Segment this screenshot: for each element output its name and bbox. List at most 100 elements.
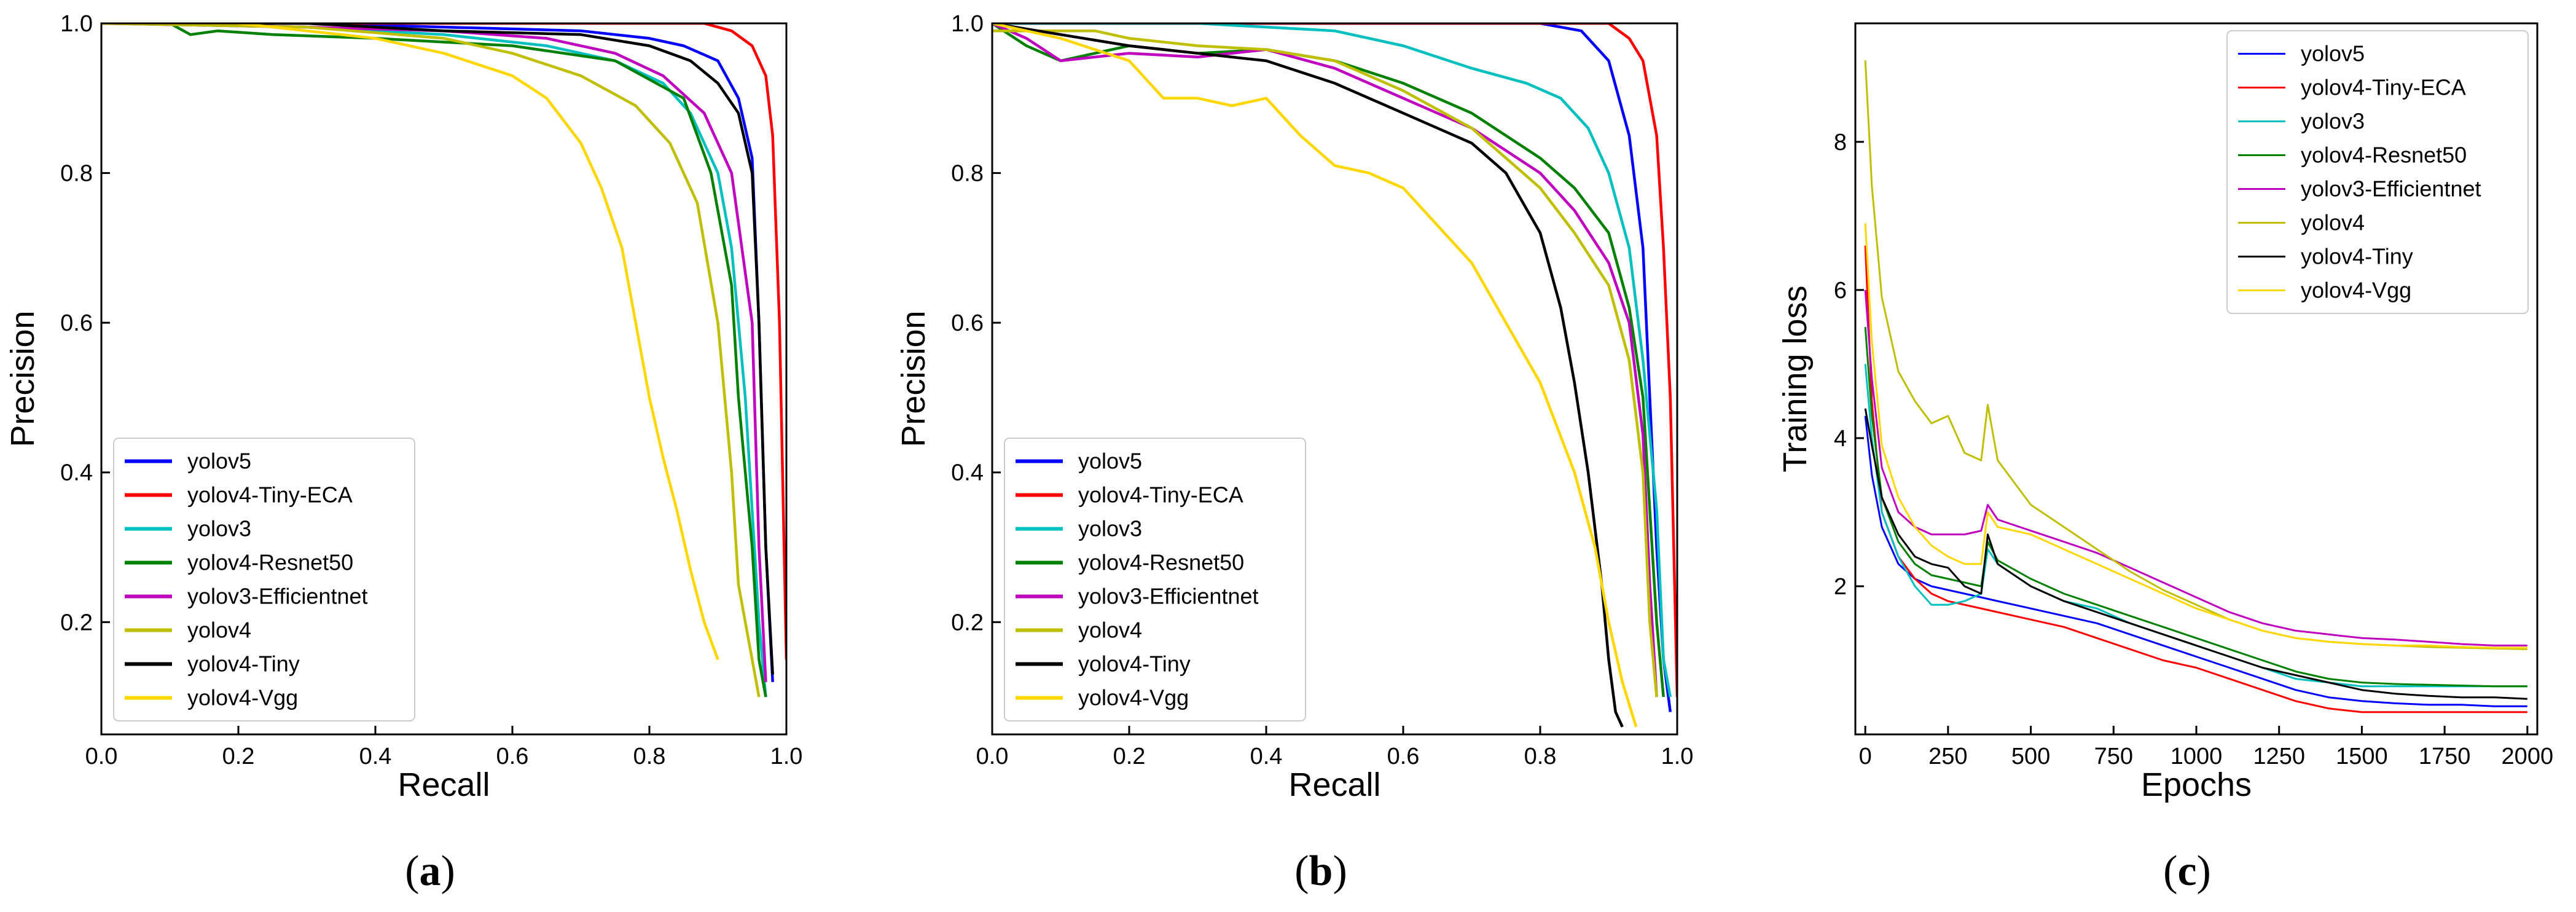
x-tick-label: 0.4: [359, 744, 392, 769]
x-tick-label: 0.6: [1387, 744, 1420, 769]
legend: yolov5 yolov4-Tiny-ECA yolov3 yolov4-Resnet…: [113, 438, 415, 721]
plot-frame: [100, 22, 788, 736]
legend-label-yolov4-Tiny-ECA: yolov4-Tiny-ECA: [187, 482, 353, 508]
series-line-yolov3: [992, 23, 1672, 698]
legend-box: [113, 438, 415, 721]
legend-label-yolov4-Tiny: yolov4-Tiny: [2301, 244, 2413, 269]
x-axis-label: Recall: [397, 766, 490, 803]
legend-label-yolov4: yolov4: [2301, 210, 2365, 235]
legend-label-yolov3: yolov3: [2301, 109, 2365, 134]
series-line-yolov4-Tiny-ECA: [992, 23, 1677, 698]
series-line-yolov4-Tiny: [992, 23, 1624, 728]
legend-label-yolov4-Tiny: yolov4-Tiny: [187, 651, 300, 677]
legend-label-yolov4-Resnet50: yolov4-Resnet50: [187, 550, 353, 575]
legend-label-yolov5: yolov5: [187, 449, 251, 474]
series-line-yolov3-Efficientnet: [992, 23, 1658, 698]
x-tick-label: 1.0: [770, 744, 803, 769]
legend-label-yolov4: yolov4: [187, 618, 251, 643]
x-tick-label: 250: [1928, 744, 1967, 769]
x-tick-label: 0.2: [222, 744, 255, 769]
x-tick-label: 2000: [2502, 744, 2554, 769]
legend-label-yolov4-Vgg: yolov4-Vgg: [1078, 685, 1189, 710]
legend: yolov5 yolov4-Tiny-ECA yolov3 yolov4-Resnet…: [2226, 30, 2529, 314]
panel-label: (b): [1294, 847, 1347, 895]
series-line-yolov4: [101, 23, 761, 698]
x-tick-label: 1000: [2171, 744, 2223, 769]
y-tick-label: 4: [1834, 426, 1847, 452]
series-line-yolov4-Tiny-ECA: [101, 23, 786, 660]
y-tick-label: 1.0: [60, 11, 93, 37]
series-line-yolov5: [1864, 415, 2527, 707]
legend-label-yolov4-Resnet50: yolov4-Resnet50: [1078, 550, 1244, 575]
series-line-yolov4-Vgg: [101, 23, 719, 660]
series-group: [992, 23, 1677, 728]
y-tick-label: 0.8: [951, 161, 984, 187]
series-line-yolov4-Tiny-ECA: [1864, 245, 2527, 713]
series-line-yolov4-Tiny: [101, 23, 774, 675]
series-line-yolov4-Vgg: [1864, 223, 2527, 649]
y-tick-label: 0.8: [60, 161, 93, 187]
legend-box: [1004, 438, 1306, 721]
chart-panel-c: 0 250 500 750 1000 1250 1500 1750 2000 2 4 6 8 Epochs…: [1777, 22, 2554, 895]
y-tick-label: 1.0: [951, 11, 984, 37]
legend-label-yolov3: yolov3: [187, 516, 251, 541]
series-line-yolov3: [1864, 364, 2527, 688]
legend-label-yolov3-Efficientnet: yolov3-Efficientnet: [1078, 584, 1259, 609]
legend-label-yolov4-Tiny: yolov4-Tiny: [1078, 651, 1191, 677]
y-tick-label: 2: [1834, 574, 1847, 600]
legend-label-yolov5: yolov5: [2301, 41, 2365, 66]
series-line-yolov4-Tiny: [1864, 408, 2527, 700]
legend-label-yolov4-Vgg: yolov4-Vgg: [187, 685, 298, 710]
plot-frame: [991, 22, 1678, 736]
legend-box: [2226, 30, 2529, 314]
panel-label: (a): [405, 847, 455, 895]
x-tick-label: 0.6: [496, 744, 529, 769]
y-axis-label: Precision: [895, 310, 932, 447]
x-axis-label: Epochs: [2141, 766, 2252, 803]
legend-label-yolov4-Resnet50: yolov4-Resnet50: [2301, 143, 2467, 168]
x-tick-label: 1750: [2419, 744, 2471, 769]
y-tick-label: 8: [1834, 130, 1847, 155]
y-tick-label: 0.6: [951, 310, 984, 336]
x-tick-label: 0.4: [1250, 744, 1283, 769]
x-tick-label: 0.2: [1113, 744, 1146, 769]
legend-label-yolov5: yolov5: [1078, 449, 1142, 474]
legend-label-yolov3-Efficientnet: yolov3-Efficientnet: [2301, 176, 2481, 202]
series-line-yolov4-Resnet50: [1864, 326, 2527, 688]
series-line-yolov4-Resnet50: [992, 23, 1665, 698]
x-tick-label: 1250: [2253, 744, 2305, 769]
series-group: [1864, 60, 2527, 713]
chart-panel-a: 0.0 0.2 0.4 0.6 0.8 1.0 0.2 0.4 0.6 0.8 1.0 Recall P…: [4, 11, 802, 895]
x-tick-label: 0.8: [633, 744, 666, 769]
legend-label-yolov4: yolov4: [1078, 618, 1142, 643]
series-line-yolov3: [101, 23, 767, 698]
x-tick-label: 500: [2011, 744, 2050, 769]
x-axis-label: Recall: [1288, 766, 1380, 803]
x-tick-label: 0: [1859, 744, 1872, 769]
y-tick-label: 0.2: [951, 610, 984, 635]
x-tick-label: 750: [2094, 744, 2133, 769]
y-axis-label: Precision: [4, 310, 41, 447]
y-tick-label: 0.6: [60, 310, 93, 336]
y-tick-label: 0.4: [951, 460, 984, 486]
x-tick-label: 1.0: [1661, 744, 1694, 769]
series-line-yolov4-Vgg: [992, 23, 1638, 728]
y-tick-label: 0.2: [60, 610, 93, 635]
legend: yolov5 yolov4-Tiny-ECA yolov3 yolov4-Resnet…: [1004, 438, 1306, 721]
x-tick-label: 1500: [2336, 744, 2388, 769]
x-tick-label: 0.0: [976, 744, 1009, 769]
y-tick-label: 0.4: [60, 460, 93, 486]
series-line-yolov4-Resnet50: [101, 23, 767, 698]
x-tick-label: 0.8: [1524, 744, 1557, 769]
x-tick-label: 0.0: [85, 744, 118, 769]
chart-panel-b: 0.0 0.2 0.4 0.6 0.8 1.0 0.2 0.4 0.6 0.8 1.0 Recall P…: [895, 11, 1693, 895]
y-axis-label: Training loss: [1777, 285, 1814, 472]
legend-label-yolov4-Tiny-ECA: yolov4-Tiny-ECA: [2301, 75, 2466, 100]
y-tick-label: 6: [1834, 278, 1847, 304]
series-line-yolov3-Efficientnet: [1864, 289, 2527, 647]
legend-label-yolov3: yolov3: [1078, 516, 1142, 541]
legend-label-yolov3-Efficientnet: yolov3-Efficientnet: [187, 584, 368, 609]
legend-label-yolov4-Vgg: yolov4-Vgg: [2301, 278, 2411, 303]
series-group: [101, 23, 786, 698]
